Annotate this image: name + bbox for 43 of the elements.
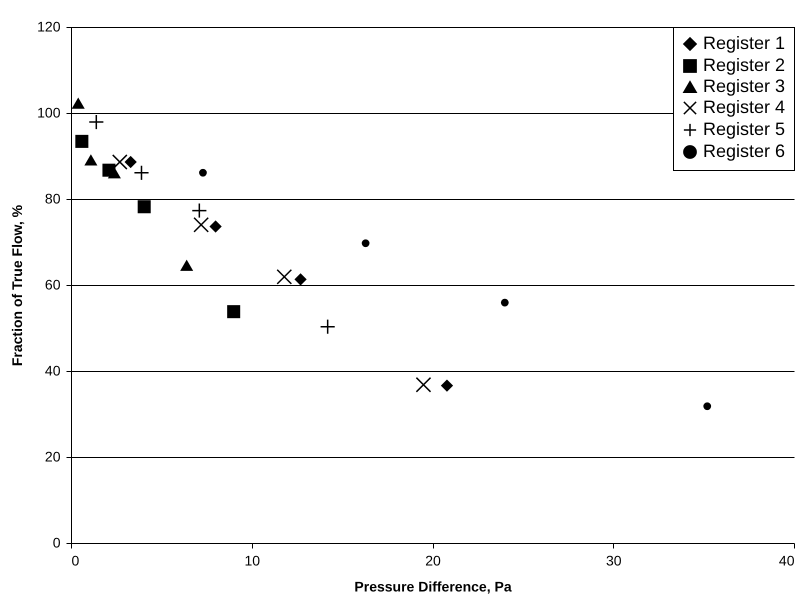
point xyxy=(500,298,509,306)
y-tick-label: 80 xyxy=(44,190,61,206)
legend-label: Register 3 xyxy=(703,76,786,96)
x-tick-label: 0 xyxy=(72,552,80,568)
legend-label: Register 4 xyxy=(703,97,786,117)
x-tick-label: 10 xyxy=(244,552,260,568)
point xyxy=(134,164,150,181)
y-tick-label: 60 xyxy=(44,276,61,292)
legend-label: Register 5 xyxy=(703,119,786,139)
x-tick-label: 20 xyxy=(425,552,441,568)
y-tick-label: 40 xyxy=(44,362,61,378)
point xyxy=(108,167,121,178)
y-tick-label: 120 xyxy=(37,18,61,34)
point xyxy=(138,200,151,214)
point xyxy=(72,97,85,109)
y-tick-label: 20 xyxy=(44,448,61,464)
y-tick-label: 100 xyxy=(37,104,61,120)
point xyxy=(199,168,207,177)
point xyxy=(88,114,104,130)
point xyxy=(75,134,88,148)
point xyxy=(362,239,370,248)
legend-label: Register 1 xyxy=(703,33,786,53)
point xyxy=(124,156,137,168)
point xyxy=(294,273,307,286)
x-tick-label: 40 xyxy=(778,552,795,568)
point xyxy=(440,379,454,392)
point xyxy=(320,318,336,335)
point xyxy=(112,154,128,170)
point xyxy=(703,402,712,410)
legend-label: Register 6 xyxy=(703,141,786,161)
point xyxy=(180,260,194,271)
y-tick-label: 0 xyxy=(52,534,61,550)
point xyxy=(416,376,432,393)
point xyxy=(276,269,292,285)
point xyxy=(192,202,208,218)
x-tick-label: 30 xyxy=(606,552,622,568)
point xyxy=(193,216,209,233)
point xyxy=(227,305,240,318)
point xyxy=(209,220,222,233)
point xyxy=(84,154,98,166)
x-axis-title: Pressure Difference, Pa xyxy=(354,578,512,594)
y-axis-title: Fraction of True Flow, % xyxy=(9,204,26,366)
legend-label: Register 2 xyxy=(703,55,786,75)
